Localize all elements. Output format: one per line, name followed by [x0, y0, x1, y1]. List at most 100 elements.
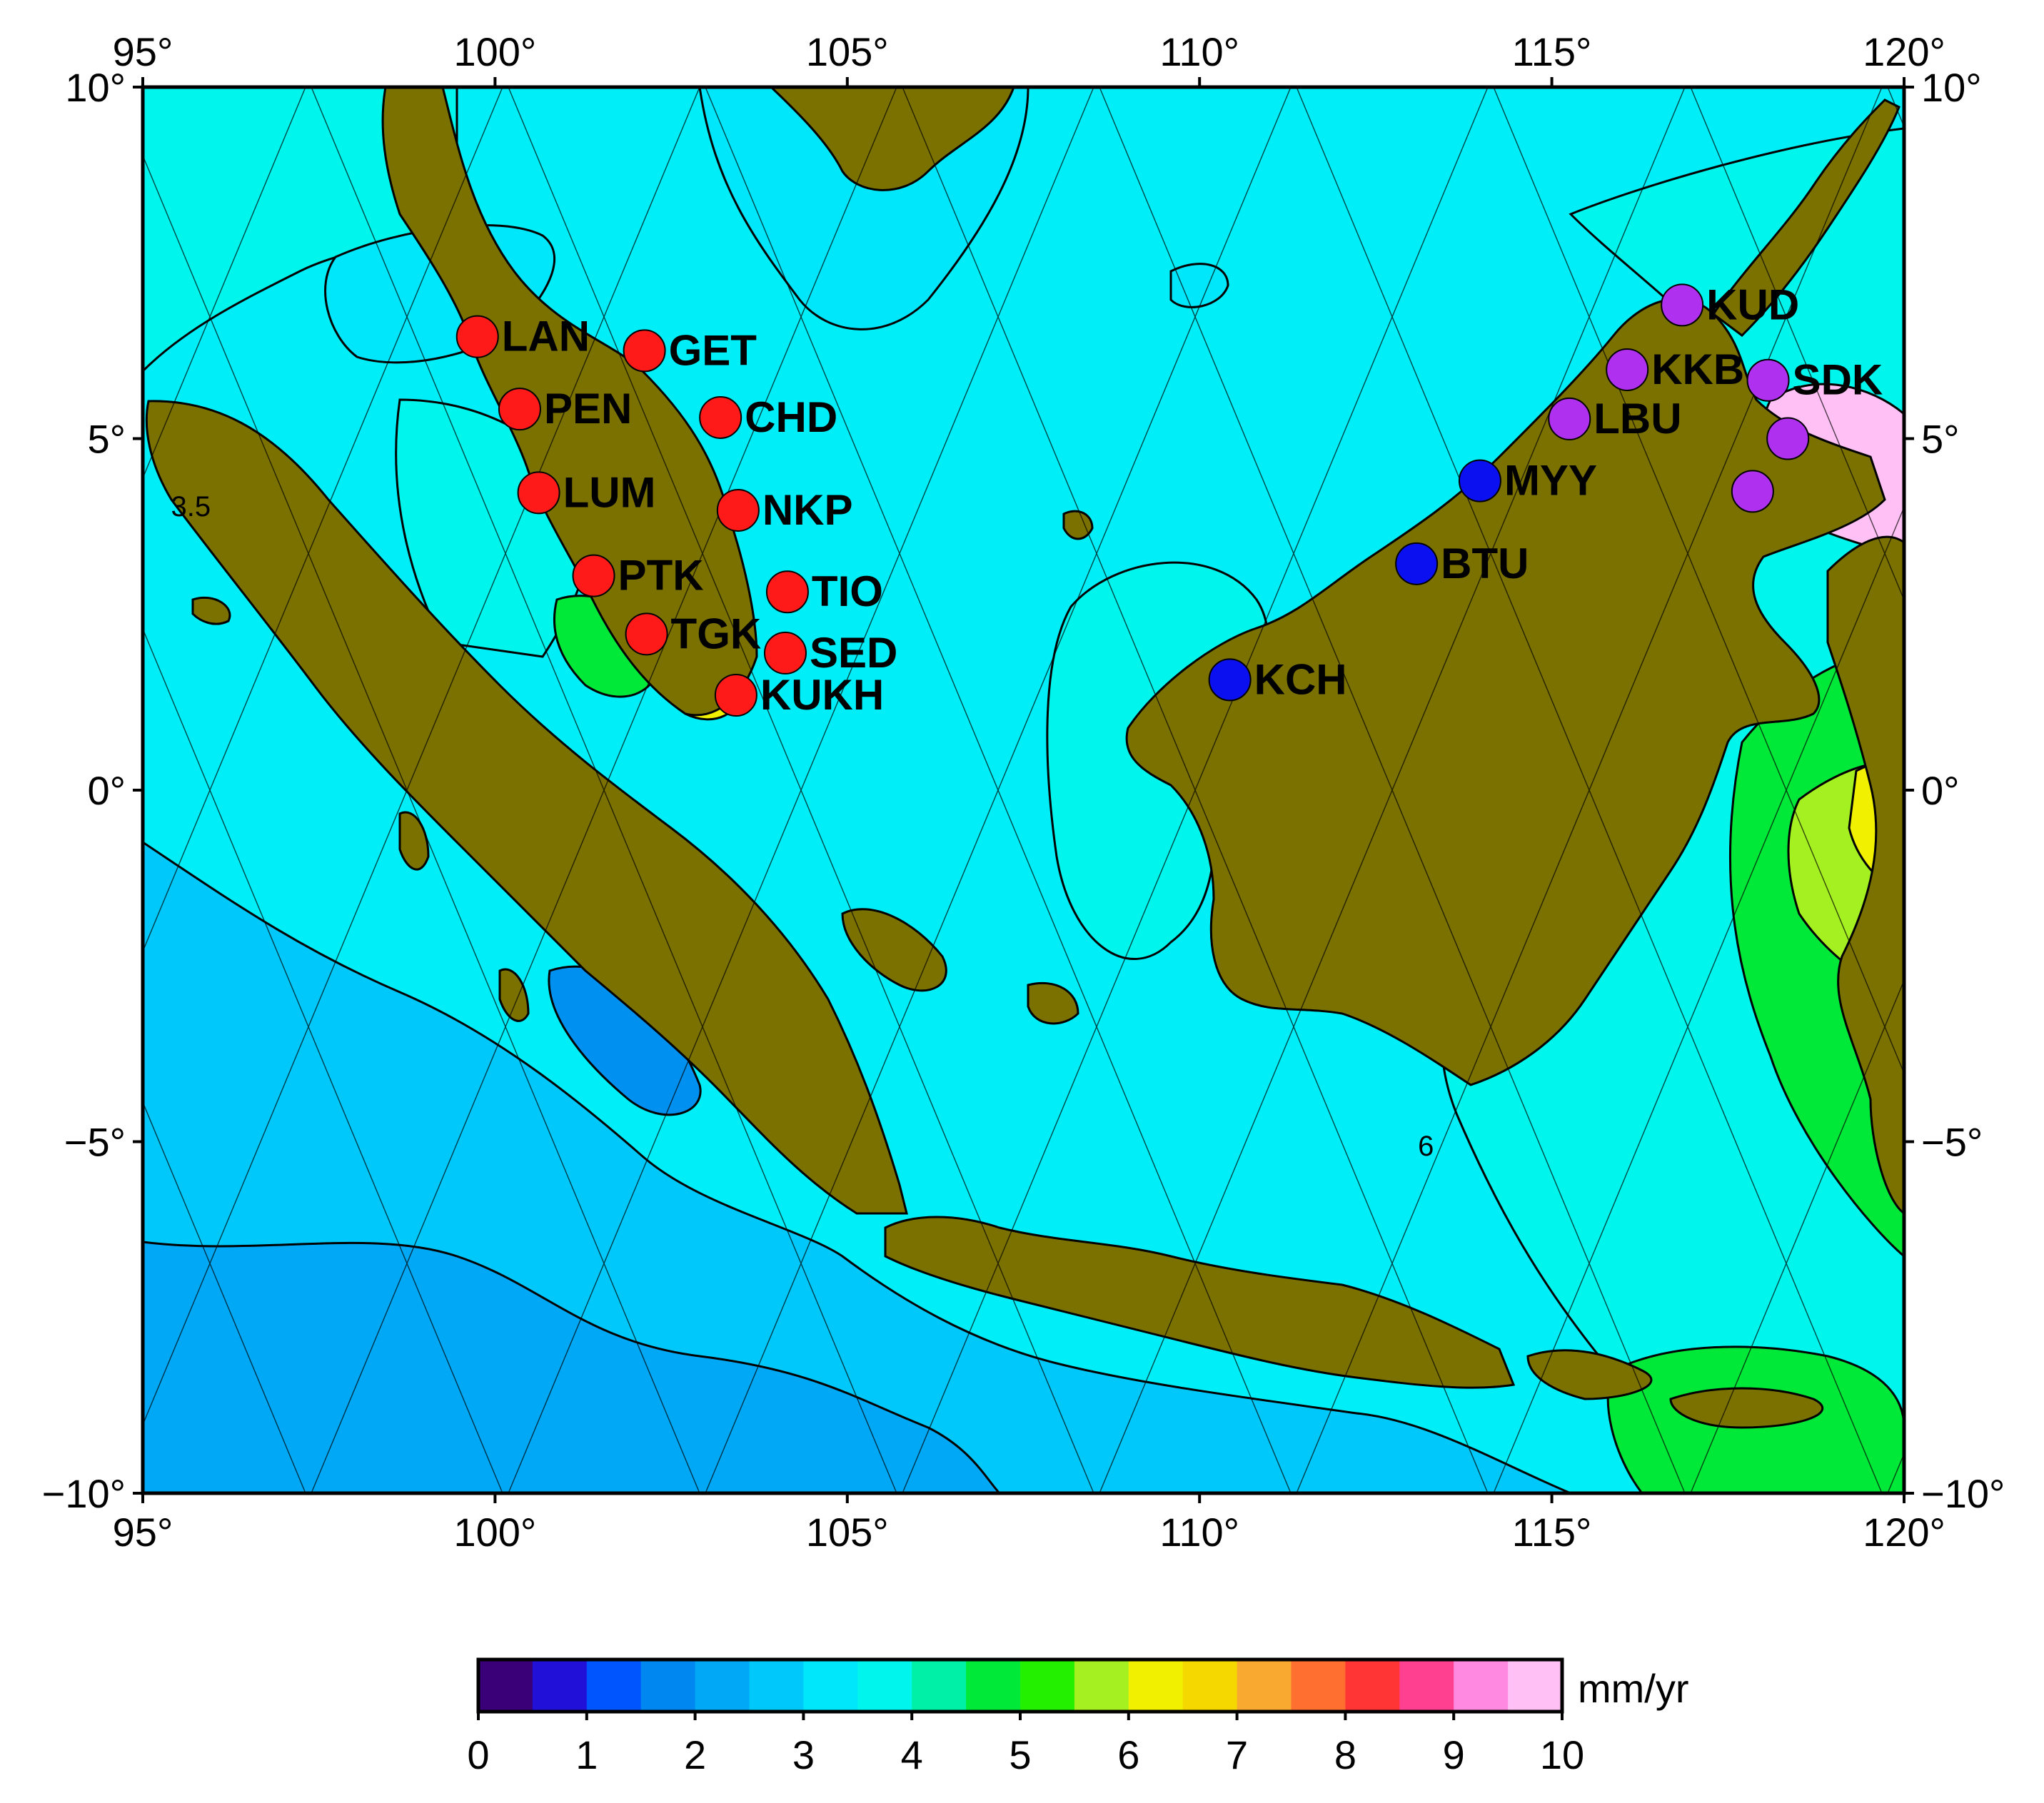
track-descending: [1690, 979, 1904, 1493]
zone-east-small-blue: [1169, 263, 1229, 308]
land-sulawesi: [1826, 535, 1904, 1215]
colorbar-swatch: [532, 1660, 588, 1712]
colorbar-swatch: [1182, 1660, 1238, 1712]
track-descending: [1296, 87, 1883, 1493]
land-lesser-sunda: [1526, 1349, 1824, 1429]
station-marker: [714, 674, 757, 717]
station-label: KKB: [1651, 345, 1744, 393]
colorbar-swatch: [1291, 1660, 1346, 1712]
colorbar-tick-label: 3: [792, 1732, 815, 1777]
zone-deepest: [143, 1241, 1002, 1493]
colorbar-swatch: [749, 1660, 804, 1712]
land-palawan: [1711, 99, 1900, 337]
station-label: LUM: [563, 468, 656, 516]
colorbar-unit: mm/yr: [1578, 1666, 1689, 1711]
lon-label-top: 115°: [1512, 29, 1592, 74]
station-marker: [1661, 283, 1704, 327]
colorbar-swatch: [1454, 1660, 1509, 1712]
colorbar-swatch: [478, 1660, 533, 1712]
station-marker: [1731, 470, 1774, 513]
station-label: KCH: [1254, 655, 1347, 703]
colorbar-tick-label: 6: [1117, 1732, 1139, 1777]
colorbar-swatch: [586, 1660, 642, 1712]
land-belitung: [1027, 981, 1079, 1025]
land-bangka: [841, 908, 947, 992]
track-descending: [143, 87, 700, 1426]
station-label: NKP: [762, 486, 853, 534]
colorbar-swatch: [857, 1660, 912, 1712]
station-label: LAN: [502, 313, 590, 360]
station-label: LBU: [1594, 395, 1681, 443]
colorbar-tick-label: 9: [1443, 1732, 1465, 1777]
track-descending: [311, 87, 897, 1493]
colorbar: 0 1 2 3 4 5 6 7 8 9 10: [467, 1657, 1584, 1777]
station-marker: [763, 631, 807, 675]
lat-label-left: −10°: [42, 1471, 126, 1516]
colorbar-swatch: [1074, 1660, 1129, 1712]
track-descending: [143, 87, 503, 953]
colorbar-tick-label: 7: [1226, 1732, 1248, 1777]
track-ascending: [143, 1101, 306, 1493]
station-marker: [1548, 397, 1591, 440]
colorbar-tick-label: 5: [1009, 1732, 1031, 1777]
station-marker: [716, 488, 760, 532]
track-descending: [1099, 87, 1686, 1493]
axis-ticks: 95° 95° 100° 100° 105° 105° 110° 110° 115° 115° 12…: [42, 29, 2005, 1555]
lon-label-bottom: 110°: [1159, 1510, 1239, 1555]
land-masses: [145, 87, 1904, 1429]
land-java: [884, 1216, 1516, 1389]
station-label: TGK: [671, 610, 762, 657]
station-marker: [1746, 358, 1790, 402]
station-marker: [455, 315, 499, 358]
contour-label: 6: [1418, 1131, 1434, 1162]
lat-label-right: −10°: [1921, 1471, 2005, 1516]
land-natuna: [1062, 510, 1094, 540]
track-ascending: [1690, 87, 1904, 602]
lon-label-top: 110°: [1159, 29, 1239, 74]
land-siberut: [498, 968, 530, 1022]
station-label: BTU: [1441, 540, 1529, 587]
land-borneo: [1125, 298, 1886, 1086]
colorbar-tick-label: 8: [1334, 1732, 1356, 1777]
lon-label-bottom: 95°: [113, 1510, 173, 1555]
station-label: SDK: [1793, 356, 1883, 404]
lat-label-left: 5°: [87, 417, 126, 462]
lon-label-top: 120°: [1863, 29, 1945, 74]
colorbar-swatch: [640, 1660, 696, 1712]
station-marker: [623, 329, 666, 373]
colorbar-swatch: [1399, 1660, 1454, 1712]
colorbar-tick-label: 0: [467, 1732, 489, 1777]
colorbar-swatch: [1508, 1660, 1563, 1712]
land-simeulue: [191, 596, 231, 625]
station-label: SED: [810, 629, 897, 677]
lon-label-top: 100°: [453, 29, 536, 74]
colorbar-tick-label: 4: [901, 1732, 923, 1777]
lon-label-bottom: 105°: [806, 1510, 889, 1555]
colorbar-swatch: [695, 1660, 750, 1712]
lon-label-bottom: 100°: [453, 1510, 536, 1555]
station-marker: [625, 612, 668, 656]
land-sumatra: [145, 400, 908, 1215]
station-marker: [765, 570, 809, 614]
station-label: PEN: [544, 385, 632, 433]
station-marker: [1766, 417, 1810, 460]
colorbar-swatch: [1237, 1660, 1292, 1712]
ground-tracks: [143, 87, 1904, 1493]
lat-label-right: 0°: [1921, 768, 1960, 813]
lat-label-right: −5°: [1921, 1120, 1983, 1165]
colorbar-swatch: [1128, 1660, 1184, 1712]
station-marker: [572, 554, 615, 597]
colorbar-tick-label: 1: [575, 1732, 598, 1777]
station-marker: [1395, 542, 1439, 585]
station-label: GET: [669, 326, 757, 374]
colorbar-tick-label: 10: [1540, 1732, 1584, 1777]
colorbar-swatch: [966, 1660, 1021, 1712]
station-label: KUD: [1706, 281, 1799, 328]
track-descending: [1493, 505, 1904, 1493]
lon-label-bottom: 115°: [1512, 1510, 1592, 1555]
colorbar-swatch: [1345, 1660, 1400, 1712]
lat-label-right: 10°: [1921, 65, 1982, 110]
